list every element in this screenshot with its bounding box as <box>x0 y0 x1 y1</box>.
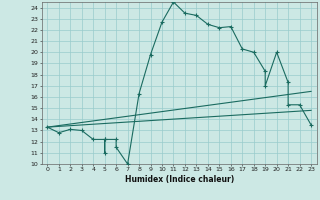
X-axis label: Humidex (Indice chaleur): Humidex (Indice chaleur) <box>124 175 234 184</box>
